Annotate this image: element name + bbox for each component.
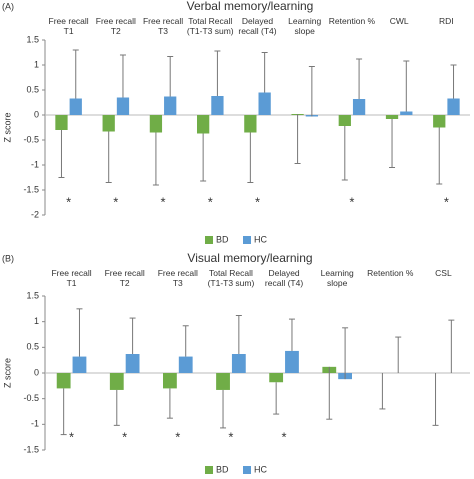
y-tick-label: -2 xyxy=(31,209,39,219)
significance-marker: * xyxy=(122,429,127,444)
bar xyxy=(385,115,399,119)
significance-marker: * xyxy=(349,194,354,209)
legend-swatch xyxy=(243,466,251,474)
significance-marker: * xyxy=(69,429,74,444)
x-tick-label: Learning slope xyxy=(320,268,354,288)
significance-marker: * xyxy=(255,194,260,209)
significance-marker: * xyxy=(228,429,233,444)
significance-marker: * xyxy=(444,194,449,209)
bar xyxy=(56,373,71,389)
x-tick-label: Total Recall (T1-T3 sum) xyxy=(186,16,234,36)
legend-label: BD xyxy=(216,234,229,244)
legend-swatch xyxy=(205,236,213,244)
bar xyxy=(163,373,177,389)
significance-marker: * xyxy=(161,194,166,209)
significance-marker: * xyxy=(66,194,71,209)
panel-label: (A) xyxy=(2,1,14,11)
y-tick-label: -0.5 xyxy=(23,134,39,144)
y-tick-label: -1 xyxy=(31,419,39,429)
x-tick-label: CWL xyxy=(389,16,409,26)
x-tick-label: Free recall T2 xyxy=(104,268,145,288)
bar xyxy=(69,98,82,115)
significance-marker: * xyxy=(208,194,213,209)
y-tick-label: -1.5 xyxy=(23,444,39,454)
significance-marker: * xyxy=(175,429,180,444)
bar xyxy=(72,356,87,373)
y-tick-label: -1.5 xyxy=(23,184,39,194)
legend-label: HC xyxy=(254,464,267,474)
chart-title: Verbal memory/learning xyxy=(187,0,314,13)
bar xyxy=(178,356,193,373)
chart-title: Visual memory/learning xyxy=(187,251,312,265)
bar xyxy=(55,115,68,130)
bar xyxy=(125,354,140,373)
bar xyxy=(102,115,115,132)
x-tick-label: Free recall T1 xyxy=(48,16,89,36)
y-tick-label: 1 xyxy=(34,59,39,69)
legend-swatch xyxy=(243,236,251,244)
bar xyxy=(447,98,460,115)
bar xyxy=(231,354,246,373)
bar xyxy=(197,115,210,134)
legend-label: HC xyxy=(254,234,267,244)
x-tick-label: Free recall T1 xyxy=(51,268,92,288)
bar xyxy=(216,373,230,390)
y-tick-label: -1 xyxy=(31,159,39,169)
significance-marker: * xyxy=(282,429,287,444)
legend-swatch xyxy=(205,466,213,474)
x-tick-label: Free recall T2 xyxy=(95,16,136,36)
bar xyxy=(211,96,224,115)
x-tick-label: Delayed recall (T4) xyxy=(238,16,277,36)
bar xyxy=(352,99,366,115)
y-tick-label: -0.5 xyxy=(23,393,39,403)
x-tick-label: Total Recall (T1-T3 sum) xyxy=(207,268,255,288)
bar xyxy=(149,115,163,133)
significance-marker: * xyxy=(113,194,118,209)
bar xyxy=(285,350,299,373)
bar xyxy=(433,115,446,128)
y-tick-label: 0 xyxy=(34,367,39,377)
panel-label: (B) xyxy=(2,253,14,263)
bar xyxy=(269,373,284,383)
y-tick-label: 0 xyxy=(34,109,39,119)
y-tick-label: 1 xyxy=(34,316,39,326)
bar xyxy=(400,111,413,115)
bar xyxy=(338,115,351,126)
y-tick-label: 0.5 xyxy=(26,84,39,94)
bar xyxy=(164,96,177,115)
x-tick-label: Learning slope xyxy=(288,16,322,36)
y-tick-label: 0.5 xyxy=(26,342,39,352)
x-tick-label: RDI xyxy=(439,16,454,26)
legend-label: BD xyxy=(216,464,229,474)
y-tick-label: 1.5 xyxy=(26,290,39,300)
bar xyxy=(244,115,257,133)
x-tick-label: Retention % xyxy=(328,16,376,26)
x-tick-label: Free recall T3 xyxy=(157,268,198,288)
bar xyxy=(109,373,124,390)
x-tick-label: Delayed recall (T4) xyxy=(264,268,304,288)
x-tick-label: CSL xyxy=(435,268,452,278)
bar xyxy=(116,97,130,115)
x-tick-label: Free recall T3 xyxy=(142,16,184,36)
y-axis-label: Z score xyxy=(2,112,12,142)
bar xyxy=(258,92,271,115)
x-tick-label: Retention % xyxy=(367,268,414,278)
y-tick-label: 1.5 xyxy=(26,34,39,44)
y-axis-label: Z score xyxy=(2,358,12,388)
